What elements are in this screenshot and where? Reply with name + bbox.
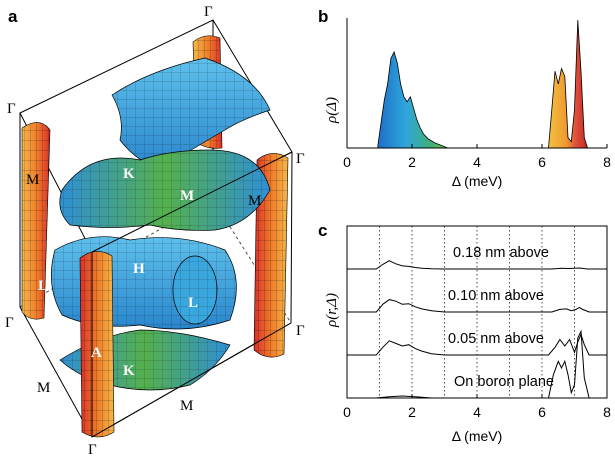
symmetry-label-gamma-bottom: Γ	[88, 442, 97, 458]
panel-b-series-0	[377, 50, 448, 149]
symmetry-label-m-left: M	[26, 172, 39, 188]
fermi-sheet-blue-middle	[50, 236, 237, 330]
panel-c-letter: c	[318, 221, 327, 240]
panel-b-tick-label: 8	[603, 154, 611, 170]
symmetry-labels: Γ Γ Γ Γ Γ Γ M M M M L L A K K M H	[5, 4, 305, 458]
panel-b-marks	[377, 19, 589, 149]
symmetry-label-gamma-lower-right: Γ	[296, 323, 305, 339]
panel-c-marks: 0.18 nm above 0.10 nm above 0.05 nm above O…	[347, 245, 607, 399]
fermi-sheet-front-tube	[79, 251, 115, 438]
panel-b-xlabel: Δ (meV)	[452, 173, 503, 189]
symmetry-label-l-left: L	[38, 278, 48, 294]
panel-c-series-line-0	[347, 260, 607, 270]
symmetry-label-m-lower-left: M	[37, 380, 50, 396]
symmetry-label-gamma-top: Γ	[204, 4, 213, 20]
symmetry-label-k-lower: K	[123, 363, 135, 379]
panel-b-tick-label: 6	[538, 154, 546, 170]
panel-c-series-line-3	[347, 329, 607, 399]
panel-c-tick-label: 4	[473, 404, 481, 420]
fermi-sheet-blue-upper	[59, 57, 271, 231]
panel-b-series-1	[548, 19, 589, 149]
symmetry-label-a: A	[91, 345, 102, 361]
panel-c-ticks: 0 2 4 6 8	[343, 394, 611, 420]
panel-c-gridlines	[379, 226, 575, 398]
panel-c-xlabel: Δ (meV)	[452, 428, 503, 444]
panel-c-tick-label: 6	[538, 404, 546, 420]
panel-b-ticks: 0 2 4 6 8	[343, 144, 611, 170]
panel-c-series-label-0: 0.18 nm above	[453, 245, 549, 261]
fermi-sheet-right-tube	[253, 153, 289, 358]
panel-c-tick-label: 8	[603, 404, 611, 420]
symmetry-label-gamma-left: Γ	[7, 101, 16, 117]
fermi-sheet-left-tube	[21, 122, 51, 320]
panel-c-series-line-2	[347, 332, 607, 356]
brillouin-zone-frame-front	[91, 151, 293, 438]
panel-b-tick-label: 4	[473, 154, 481, 170]
panel-c-series-line-1	[347, 299, 607, 313]
panel-b-ylabel: ρ(Δ)	[324, 97, 340, 124]
gap-distribution-panel: b ρ(Δ) 0 2 4 6 8 Δ (meV)	[318, 7, 611, 189]
panel-c-tick-label: 2	[408, 404, 416, 420]
svg-text:ρ(r,Δ): ρ(r,Δ)	[324, 293, 340, 328]
fermi-surface-panel: a	[5, 4, 305, 458]
svg-text:ρ(Δ): ρ(Δ)	[324, 97, 340, 124]
panel-b-tick-label: 0	[343, 154, 351, 170]
symmetry-label-k-upper: K	[123, 166, 135, 182]
panel-b-tick-label: 2	[408, 154, 416, 170]
symmetry-label-l-right: L	[188, 295, 198, 311]
panel-c-series-label-2: 0.05 nm above	[448, 331, 544, 347]
panel-c-series-label-1: 0.10 nm above	[448, 288, 544, 304]
symmetry-label-gamma-right: Γ	[296, 151, 305, 167]
panel-c-tick-label: 0	[343, 404, 351, 420]
panel-c-series-label-3: On boron plane	[454, 374, 554, 390]
local-dos-panel: c ρ(r,Δ) 0.18 nm above 0.10 nm above 0.05 …	[318, 221, 611, 444]
symmetry-label-m-right: M	[248, 193, 261, 209]
symmetry-label-h: H	[133, 261, 145, 277]
panel-a-letter: a	[8, 7, 18, 26]
symmetry-label-m-lower-right: M	[180, 398, 193, 414]
panel-c-ylabel: ρ(r,Δ)	[324, 293, 340, 328]
panel-b-letter: b	[318, 7, 328, 26]
symmetry-label-m-center: M	[180, 188, 194, 204]
symmetry-label-gamma-lower-left: Γ	[5, 315, 14, 331]
